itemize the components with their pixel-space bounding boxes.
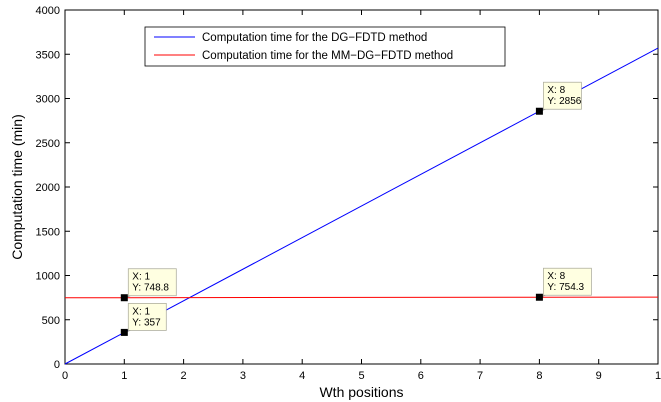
datatip-box (127, 268, 177, 297)
datatip-label: Y: 754.3 (547, 282, 584, 293)
legend-label: Computation time for the MM−DG−FDTD meth… (202, 50, 453, 62)
y-axis-ticks: 0 500 1000 1500 2000 2500 3000 3500 4000 (36, 5, 658, 371)
x-tick-label: 6 (418, 370, 424, 382)
y-tick-label: 1000 (36, 271, 60, 283)
x-tick-label: 1 (121, 370, 127, 382)
x-tick-label: 1 (655, 370, 661, 382)
x-axis-ticks: 0 1 2 3 4 5 6 7 8 9 1 (62, 10, 661, 382)
datatip-label: Y: 357 (132, 317, 161, 328)
datatip-box (127, 303, 167, 331)
datatip-box (543, 267, 592, 296)
x-tick-label: 5 (358, 370, 364, 382)
datatip-label: X: 1 (132, 272, 150, 283)
datatip-label: X: 1 (132, 306, 150, 317)
y-tick-label: 1500 (36, 226, 60, 238)
datatip-label: Y: 748.8 (132, 283, 169, 294)
datatip-label: X: 8 (547, 85, 565, 96)
datatip-marker (535, 293, 543, 301)
legend: Computation time for the DG−FDTD method C… (144, 26, 506, 67)
legend-label: Computation time for the DG−FDTD method (202, 32, 427, 44)
datatip-marker (120, 328, 128, 336)
y-tick-label: 2500 (36, 138, 60, 150)
y-tick-label: 2000 (36, 182, 60, 194)
datatip-marker (120, 294, 128, 302)
legend-box (144, 26, 506, 67)
y-tick-label: 3500 (36, 49, 60, 61)
x-tick-label: 3 (240, 370, 246, 382)
x-tick-label: 9 (596, 370, 602, 382)
datatip-label: X: 8 (547, 271, 565, 282)
series-line-1 (64, 47, 659, 365)
y-tick-label: 0 (54, 359, 60, 371)
datatip-box (543, 81, 582, 110)
x-axis-label: Wth positions (319, 384, 403, 400)
y-tick-label: 3000 (36, 94, 60, 106)
x-tick-label: 0 (62, 370, 68, 382)
y-tick-label: 4000 (36, 5, 60, 17)
series-line-2 (64, 296, 659, 299)
x-tick-label: 7 (477, 370, 483, 382)
series-lines (64, 47, 659, 365)
x-tick-label: 8 (536, 370, 542, 382)
datatip[interactable]: X: 1Y: 357 (120, 303, 167, 336)
datatip-label: Y: 2856 (547, 96, 581, 107)
datatip-marker (535, 107, 543, 115)
datatip[interactable]: X: 8Y: 2856 (535, 81, 582, 115)
y-axis-label: Computation time (min) (9, 114, 25, 260)
y-tick-label: 500 (42, 315, 60, 327)
x-tick-label: 4 (299, 370, 305, 382)
datatip[interactable]: X: 1Y: 748.8 (120, 268, 177, 302)
x-tick-label: 2 (181, 370, 187, 382)
datatip[interactable]: X: 8Y: 754.3 (535, 267, 592, 301)
